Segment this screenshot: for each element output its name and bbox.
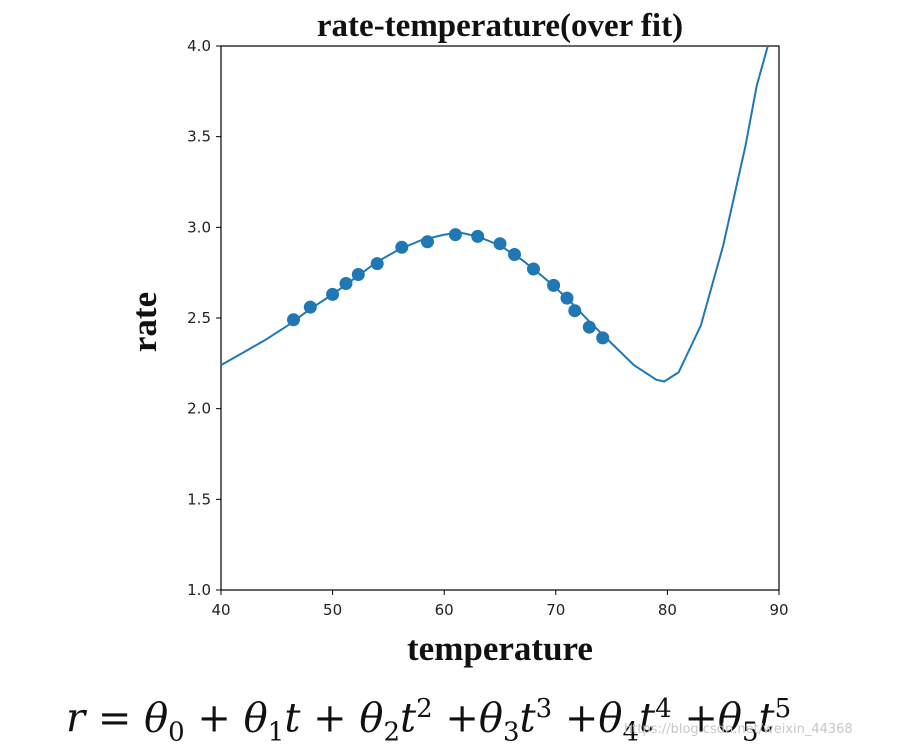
formula-t: t <box>519 695 536 742</box>
data-point <box>326 287 340 301</box>
data-points <box>287 228 610 345</box>
chart-title: rate-temperature(over fit) <box>317 8 683 44</box>
x-tick-label: 70 <box>546 601 565 619</box>
y-tick-label: 3.5 <box>187 128 211 146</box>
x-axis-label: temperature <box>407 629 593 668</box>
data-point <box>596 331 610 345</box>
formula-plus: + <box>552 695 599 742</box>
formula-sub: 1 <box>267 717 285 747</box>
data-point <box>582 320 596 334</box>
y-tick-label: 2.5 <box>187 309 211 327</box>
x-tick-label: 40 <box>211 601 230 619</box>
formula-equals: = <box>85 695 145 742</box>
formula-sub: 4 <box>622 717 639 747</box>
y-axis: 1.0 1.5 2.0 2.5 3.0 3.5 4.0 <box>187 37 221 599</box>
y-tick-label: 4.0 <box>187 37 211 55</box>
polynomial-formula: r = θ0 + θ1t + θ2t2 +θ3t3 +θ4t4 +θ5t5 <box>66 694 791 747</box>
y-tick-label: 1.0 <box>187 581 211 599</box>
formula-plus: + <box>184 695 244 742</box>
data-point <box>287 313 300 327</box>
y-tick-label: 3.0 <box>187 218 211 236</box>
formula-theta: θ <box>243 695 268 742</box>
formula-sub: 2 <box>383 717 400 747</box>
data-point <box>421 235 434 249</box>
data-point <box>560 291 574 305</box>
plot-frame <box>220 45 780 591</box>
data-point <box>508 248 521 261</box>
formula-theta: θ <box>359 695 384 742</box>
data-point <box>303 300 317 314</box>
y-tick-label: 1.5 <box>187 490 211 508</box>
x-axis: 40 50 60 70 80 90 <box>211 590 789 619</box>
formula-t: t <box>399 695 417 742</box>
data-point <box>339 277 353 290</box>
formula-theta: θ <box>717 695 742 742</box>
formula-t: t <box>638 695 656 742</box>
formula-plus: + <box>671 695 718 742</box>
formula-sup: 4 <box>655 694 672 724</box>
data-point <box>370 257 384 271</box>
data-point <box>471 229 485 243</box>
formula-t: t <box>284 695 301 742</box>
formula-plus: + <box>432 695 479 742</box>
formula-r: r <box>66 695 86 742</box>
data-point <box>527 262 540 276</box>
x-tick-label: 80 <box>658 601 677 619</box>
data-point <box>395 240 409 254</box>
data-point <box>493 237 507 251</box>
formula-sub: 5 <box>741 717 759 747</box>
formula-t: t <box>758 695 775 742</box>
formula-sub: 3 <box>502 717 520 747</box>
x-tick-label: 50 <box>323 601 342 619</box>
data-point <box>448 228 462 242</box>
formula-sup: 2 <box>416 694 433 724</box>
y-axis-label: rate <box>125 292 164 352</box>
y-tick-label: 2.0 <box>187 400 211 418</box>
fit-curve-line <box>220 45 769 383</box>
formula-theta: θ <box>144 695 169 742</box>
x-tick-label: 90 <box>769 601 788 619</box>
data-point <box>351 268 365 281</box>
formula-sup: 3 <box>535 694 553 724</box>
formula-plus: + <box>300 695 360 742</box>
data-point <box>547 278 561 292</box>
formula-theta: θ <box>598 695 623 742</box>
watermark-text: https://blog.csdn.net/weixin_44368 <box>624 722 853 737</box>
formula-sub: 0 <box>168 717 185 747</box>
formula-sup: 5 <box>774 694 792 724</box>
data-point <box>568 304 582 318</box>
chart: rate-temperature(over fit) 40 50 60 70 80 90 … <box>125 8 789 668</box>
x-tick-label: 60 <box>435 601 454 619</box>
formula-theta: θ <box>478 695 503 742</box>
